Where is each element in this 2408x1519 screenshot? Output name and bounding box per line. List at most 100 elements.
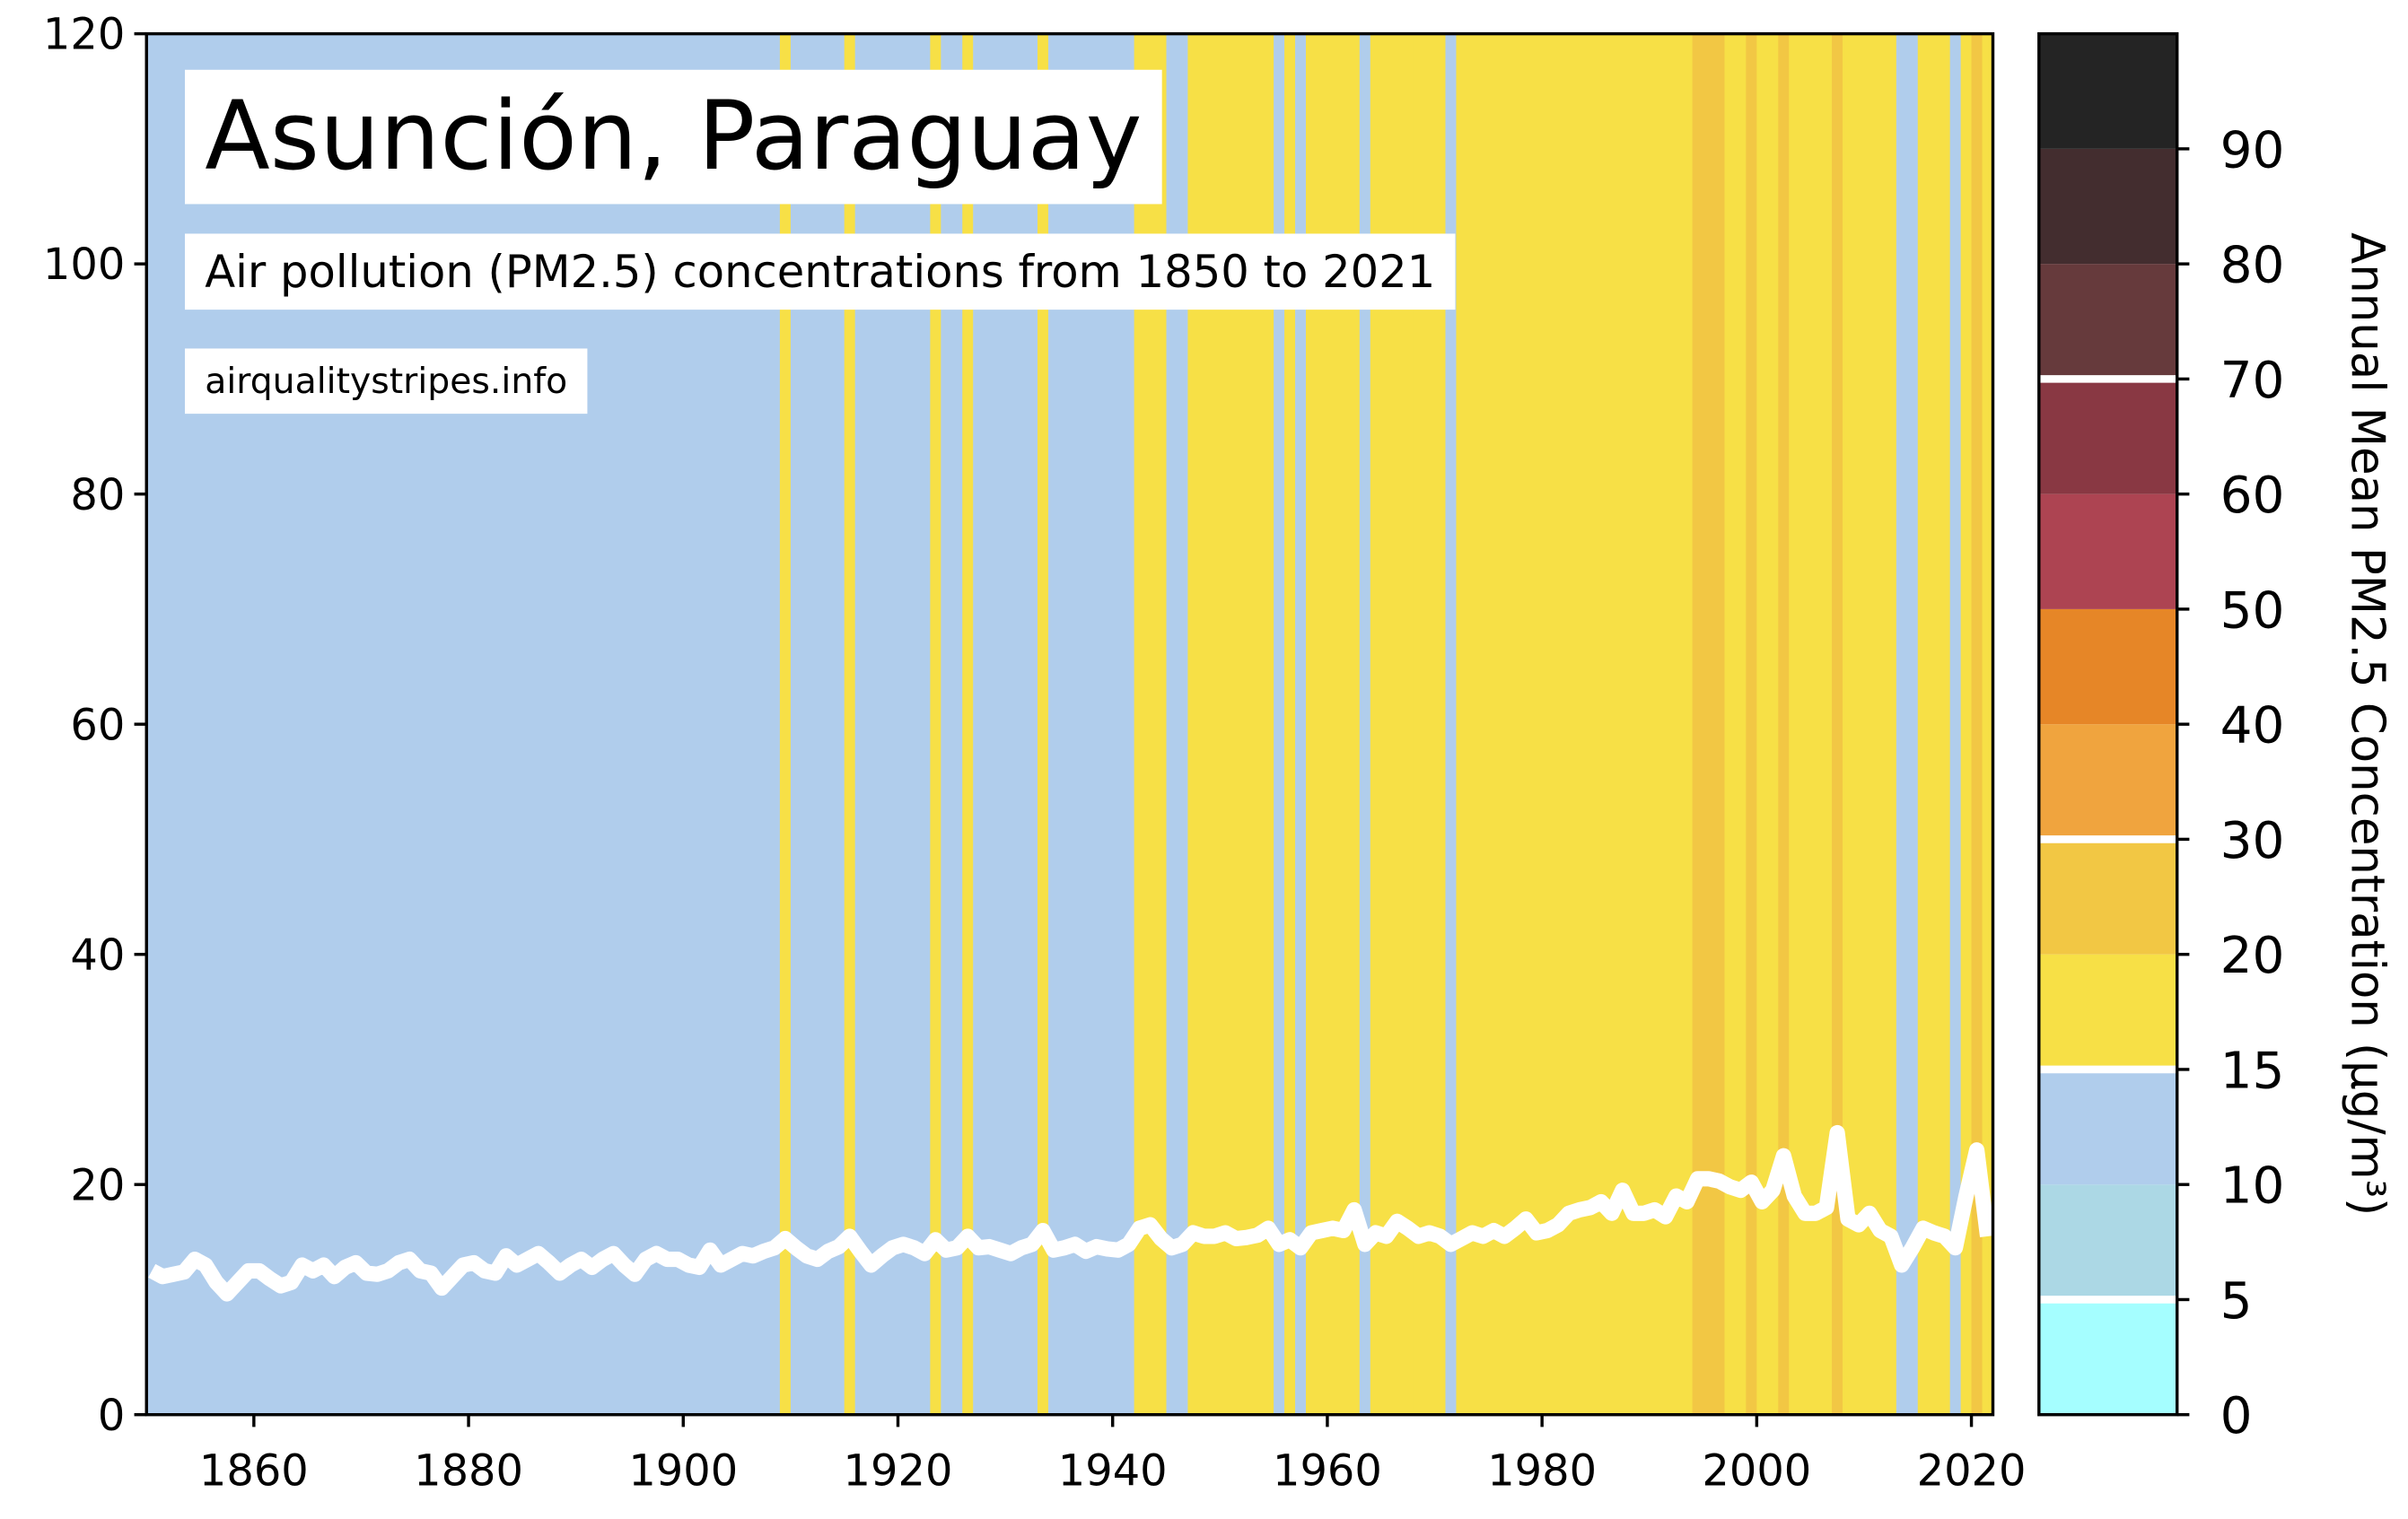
x-tick-label: 1940 [1058, 1446, 1168, 1496]
stripe [908, 33, 921, 1415]
stripe [1531, 33, 1543, 1415]
stripe [1843, 33, 1854, 1415]
y-tick-label: 120 [43, 11, 125, 60]
stripe [1595, 33, 1607, 1415]
stripe [618, 33, 631, 1415]
stripe [1198, 33, 1211, 1415]
stripe [1767, 33, 1779, 1415]
stripe [1370, 33, 1382, 1415]
stripe [1295, 33, 1307, 1415]
stripe [748, 33, 759, 1415]
stripe [726, 33, 738, 1415]
stripe [1209, 33, 1222, 1415]
stripe [1799, 33, 1811, 1415]
stripe [1670, 33, 1683, 1415]
stripe [1563, 33, 1575, 1415]
stripe [1134, 33, 1146, 1415]
stripe [1971, 33, 1983, 1415]
stripe [833, 33, 845, 1415]
stripe [1778, 33, 1790, 1415]
stripe [1090, 33, 1103, 1415]
stripe [811, 33, 824, 1415]
stripe [1306, 33, 1318, 1415]
source-label-box [184, 348, 588, 415]
stripe [962, 33, 974, 1415]
colorbar-label: Annual Mean PM2.5 Concentration (µg/m³) [2341, 232, 2395, 1216]
colorbar-tick-label: 90 [2220, 121, 2285, 179]
stripe [1960, 33, 1973, 1415]
x-tick-label: 1960 [1273, 1446, 1382, 1496]
pm25-line [148, 1124, 1995, 1302]
colorbar-tick-label: 30 [2220, 812, 2285, 870]
stripe [1520, 33, 1532, 1415]
stripe [1327, 33, 1339, 1415]
stripe [930, 33, 942, 1415]
stripe [973, 33, 985, 1415]
colorbar-tick-label: 20 [2220, 927, 2285, 985]
stripe [1756, 33, 1768, 1415]
colorbar-tick-label: 70 [2220, 352, 2285, 410]
chart-subtitle-box [184, 233, 1456, 310]
stripe [1810, 33, 1822, 1415]
stripe [1016, 33, 1028, 1415]
stripe [1047, 33, 1060, 1415]
stripe [994, 33, 1006, 1415]
colorbar-band [2038, 724, 2177, 840]
stripe [1445, 33, 1458, 1415]
stripe [1659, 33, 1672, 1415]
stripe [898, 33, 910, 1415]
stripe [1101, 33, 1114, 1415]
stripe [1885, 33, 1897, 1415]
stripe [1906, 33, 1919, 1415]
stripe [1542, 33, 1554, 1415]
x-tick-label: 1880 [414, 1446, 523, 1496]
y-tick-label: 100 [43, 240, 125, 290]
stripe [157, 33, 169, 1415]
stripe [876, 33, 889, 1415]
stripe [1477, 33, 1490, 1415]
stripe [586, 33, 599, 1415]
stripe [1080, 33, 1092, 1415]
x-tick-label: 2020 [1917, 1446, 2027, 1496]
stripe [1982, 33, 1994, 1415]
colorbar-tick-label: 40 [2220, 697, 2285, 755]
stripe [790, 33, 802, 1415]
stripe [737, 33, 749, 1415]
stripe [1789, 33, 1800, 1415]
stripe [146, 33, 158, 1415]
stripe [801, 33, 813, 1415]
stripe [1649, 33, 1661, 1415]
stripe [1241, 33, 1253, 1415]
stripe [1553, 33, 1564, 1415]
stripe [1863, 33, 1876, 1415]
stripe [168, 33, 180, 1415]
colorbar-band [2038, 1069, 2177, 1185]
x-tick-label: 1900 [628, 1446, 738, 1496]
y-tick-label: 80 [70, 471, 125, 520]
stripe [1359, 33, 1371, 1415]
chart-subtitle: Air pollution (PM2.5) concentrations fro… [205, 246, 1435, 298]
stripe [1005, 33, 1017, 1415]
y-tick-label: 0 [98, 1392, 125, 1441]
colorbar-band [2038, 264, 2177, 380]
stripe [1316, 33, 1328, 1415]
x-tick-label: 1980 [1487, 1446, 1597, 1496]
stripe [1467, 33, 1479, 1415]
stripe [1155, 33, 1168, 1415]
stripe [1230, 33, 1242, 1415]
colorbar-tick-label: 80 [2220, 237, 2285, 295]
stripe [1510, 33, 1521, 1415]
stripe [984, 33, 995, 1415]
stripe [768, 33, 781, 1415]
stripe [1274, 33, 1285, 1415]
stripe [1037, 33, 1049, 1415]
stripe [715, 33, 727, 1415]
stripe [844, 33, 856, 1415]
y-tick-label: 60 [70, 701, 125, 750]
stripe [1348, 33, 1361, 1415]
stripe [1627, 33, 1640, 1415]
stripe [1187, 33, 1200, 1415]
stripe [1574, 33, 1586, 1415]
x-tick-label: 1920 [844, 1446, 953, 1496]
stripe [779, 33, 792, 1415]
